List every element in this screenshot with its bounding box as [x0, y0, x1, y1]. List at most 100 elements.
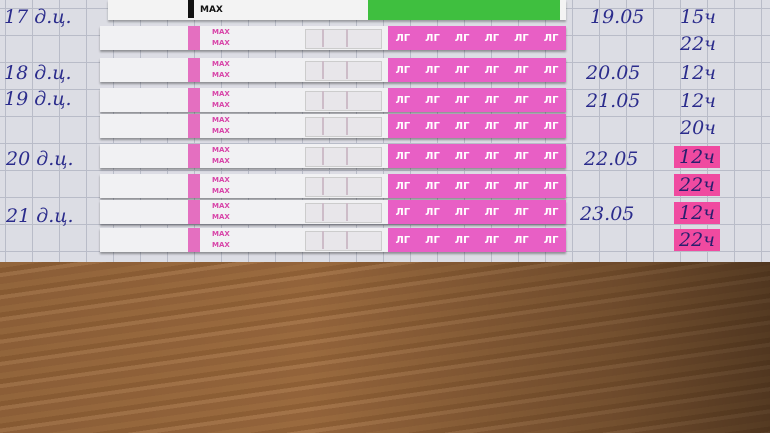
max-label: MAX — [212, 176, 230, 184]
control-line — [322, 203, 324, 221]
max-label: MAX — [212, 230, 230, 238]
lh-label: ЛГ — [425, 64, 440, 76]
test-strip: MAX MAX ЛГ ЛГ ЛГ ЛГ ЛГ ЛГ — [100, 174, 566, 198]
lh-label: ЛГ — [543, 180, 559, 192]
lh-label: ЛГ — [514, 64, 529, 76]
max-label: MAX — [212, 71, 230, 79]
cycle-day-label: 20 д.ц. — [6, 148, 74, 170]
result-window — [305, 177, 382, 197]
control-line — [322, 177, 324, 195]
test-strip: MAX MAX ЛГ ЛГ ЛГ ЛГ ЛГ ЛГ — [100, 200, 566, 224]
time-label: 12ч — [674, 146, 720, 168]
result-window — [305, 231, 382, 251]
lh-label: ЛГ — [454, 64, 470, 76]
top-test-strip: MAX — [108, 0, 566, 20]
strip-band — [188, 114, 200, 138]
lh-label: ЛГ — [425, 150, 440, 162]
time-label: 20ч — [680, 117, 716, 139]
lh-label: ЛГ — [543, 120, 559, 132]
lh-label: ЛГ — [543, 150, 559, 162]
lh-label: ЛГ — [484, 64, 500, 76]
lh-handle: ЛГ ЛГ ЛГ ЛГ ЛГ ЛГ — [388, 228, 566, 252]
lh-handle: ЛГ ЛГ ЛГ ЛГ ЛГ ЛГ — [388, 174, 566, 198]
time-label: 15ч — [680, 6, 716, 28]
time-label: 12ч — [680, 90, 716, 112]
max-label: MAX — [200, 5, 223, 15]
lh-label: ЛГ — [454, 94, 470, 106]
lh-label: ЛГ — [425, 206, 440, 218]
lh-label: ЛГ — [454, 32, 470, 44]
time-label: 12ч — [674, 202, 720, 224]
control-line — [322, 61, 324, 79]
control-line — [322, 147, 324, 165]
max-label: MAX — [212, 202, 230, 210]
result-window — [305, 203, 382, 223]
cycle-day-label: 21 д.ц. — [6, 205, 74, 227]
test-strip: MAX MAX ЛГ ЛГ ЛГ ЛГ ЛГ ЛГ — [100, 114, 566, 138]
lh-label: ЛГ — [514, 94, 529, 106]
lh-label: ЛГ — [395, 94, 411, 106]
strip-band — [188, 144, 200, 168]
lh-handle: ЛГ ЛГ ЛГ ЛГ ЛГ ЛГ — [388, 88, 566, 112]
test-strip: MAX MAX ЛГ ЛГ ЛГ ЛГ ЛГ ЛГ — [100, 26, 566, 50]
test-line — [346, 91, 348, 109]
control-line — [322, 29, 324, 47]
strip-band — [188, 174, 200, 198]
cycle-day-label: 19 д.ц. — [4, 88, 72, 110]
lh-label: ЛГ — [543, 234, 559, 246]
date-label: 19.05 — [590, 6, 645, 28]
control-line — [322, 117, 324, 135]
control-line — [322, 91, 324, 109]
max-label: MAX — [212, 157, 230, 165]
lh-label: ЛГ — [514, 32, 529, 44]
max-label: MAX — [212, 60, 230, 68]
max-label: MAX — [212, 127, 230, 135]
strip-result-area — [368, 0, 560, 20]
lh-label: ЛГ — [395, 150, 411, 162]
strip-band — [188, 26, 200, 50]
result-window — [305, 29, 382, 49]
strip-band — [188, 200, 200, 224]
cycle-day-label: 18 д.ц. — [4, 62, 72, 84]
time-label: 22ч — [680, 33, 716, 55]
max-label: MAX — [212, 146, 230, 154]
test-strip: MAX MAX ЛГ ЛГ ЛГ ЛГ ЛГ ЛГ — [100, 88, 566, 112]
lh-handle: ЛГ ЛГ ЛГ ЛГ ЛГ ЛГ — [388, 114, 566, 138]
lh-label: ЛГ — [514, 120, 529, 132]
lh-label: ЛГ — [395, 206, 411, 218]
lh-label: ЛГ — [484, 206, 500, 218]
date-label: 21.05 — [586, 90, 641, 112]
date-label: 22.05 — [584, 148, 639, 170]
lh-label: ЛГ — [484, 150, 500, 162]
time-label: 22ч — [674, 174, 720, 196]
cycle-day-label: 17 д.ц. — [4, 6, 72, 28]
lh-label: ЛГ — [484, 32, 500, 44]
lh-label: ЛГ — [425, 120, 440, 132]
max-label: MAX — [212, 28, 230, 36]
lh-label: ЛГ — [395, 64, 411, 76]
lh-label: ЛГ — [514, 234, 529, 246]
lh-label: ЛГ — [425, 234, 440, 246]
result-window — [305, 147, 382, 167]
lh-label: ЛГ — [425, 94, 440, 106]
lh-label: ЛГ — [425, 32, 440, 44]
lh-label: ЛГ — [425, 180, 440, 192]
lh-label: ЛГ — [395, 234, 411, 246]
lh-label: ЛГ — [514, 150, 529, 162]
date-label: 23.05 — [580, 203, 635, 225]
lh-handle: ЛГ ЛГ ЛГ ЛГ ЛГ ЛГ — [388, 58, 566, 82]
test-line — [346, 61, 348, 79]
time-label: 22ч — [674, 229, 720, 251]
test-line — [346, 177, 348, 195]
test-line — [346, 203, 348, 221]
test-line — [346, 117, 348, 135]
lh-label: ЛГ — [484, 234, 500, 246]
test-line — [346, 231, 348, 249]
test-strip: MAX MAX ЛГ ЛГ ЛГ ЛГ ЛГ ЛГ — [100, 228, 566, 252]
strip-band — [188, 58, 200, 82]
strip-band — [188, 228, 200, 252]
control-line — [322, 231, 324, 249]
lh-label: ЛГ — [514, 206, 529, 218]
lh-label: ЛГ — [543, 64, 559, 76]
result-window — [305, 117, 382, 137]
